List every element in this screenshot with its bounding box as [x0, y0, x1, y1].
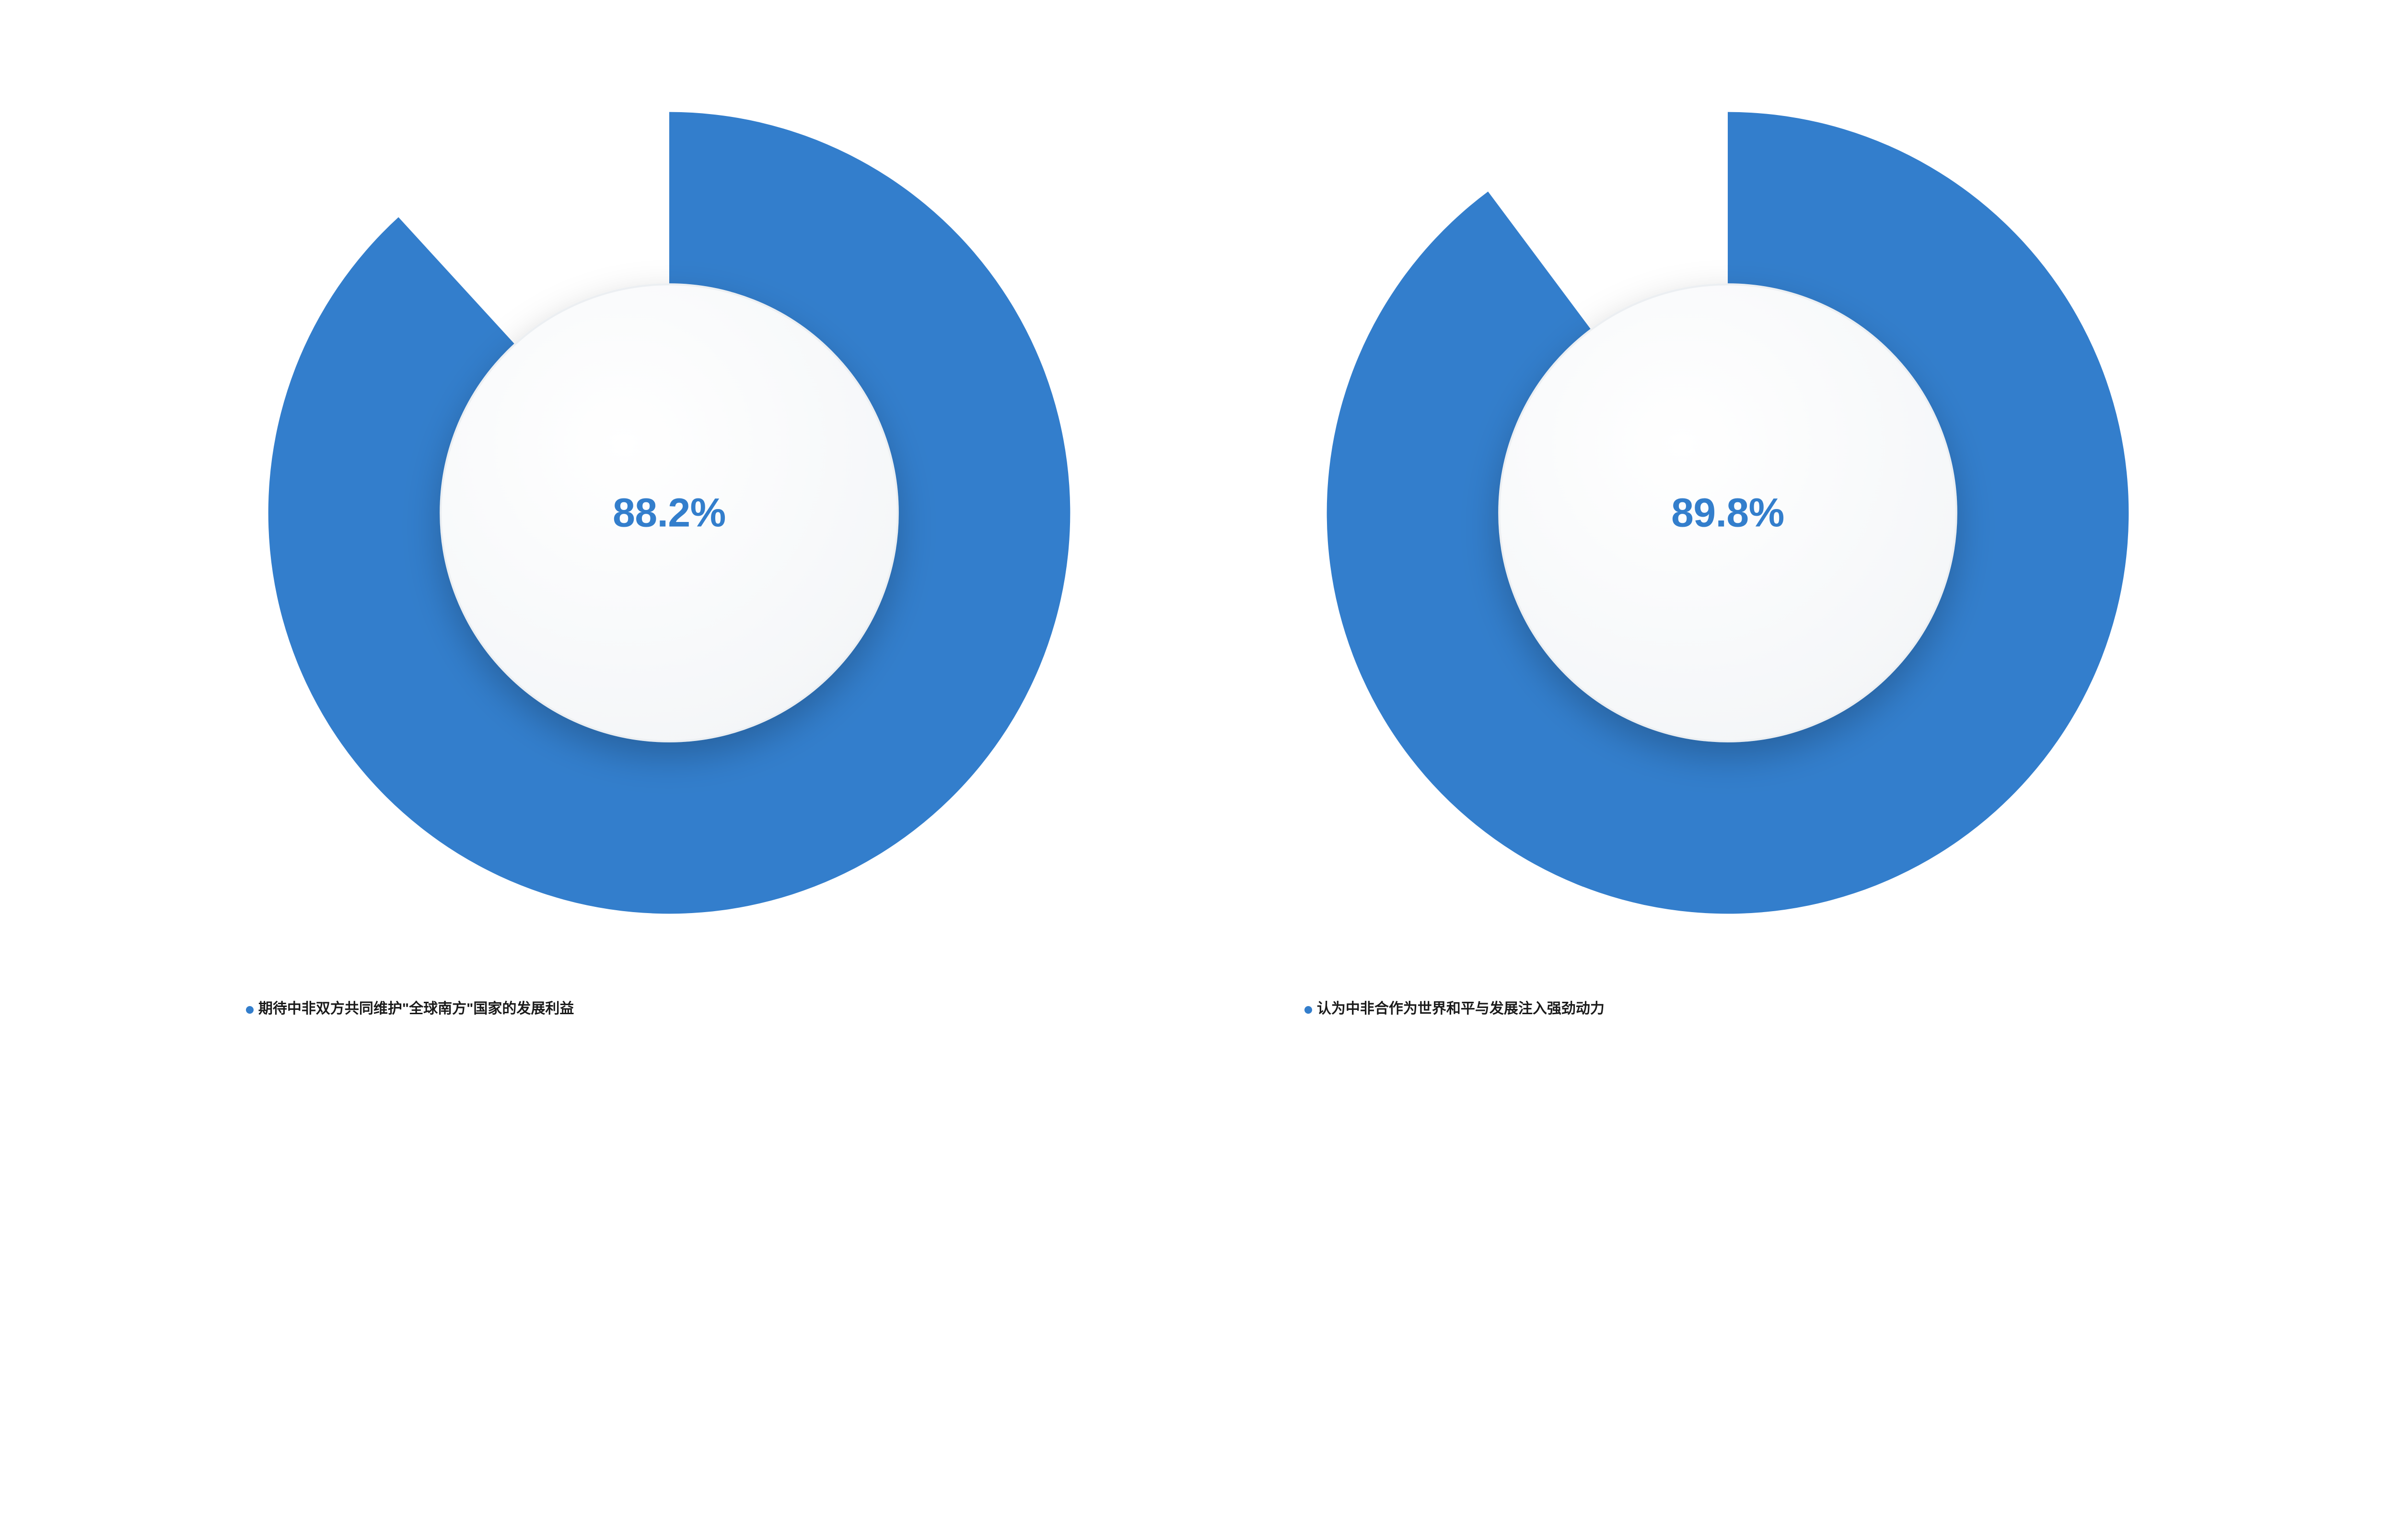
legend-text-left: 期待中非双方共同维护"全球南方"国家的发展利益 — [258, 998, 574, 1020]
legend-left: 期待中非双方共同维护"全球南方"国家的发展利益 — [228, 998, 1110, 1020]
donut-chart-left: 88.2% — [228, 72, 1110, 954]
legend-dot-icon — [1304, 1006, 1313, 1014]
donut-chart-right: 89.8% — [1287, 72, 2169, 954]
chart-panel-right: 89.8% 认为中非合作为世界和平与发展注入强劲动力 — [1287, 72, 2169, 1020]
donut-center-value-right: 89.8% — [1671, 490, 1784, 536]
legend-dot-icon — [246, 1006, 254, 1014]
legend-text-right: 认为中非合作为世界和平与发展注入强劲动力 — [1317, 998, 1605, 1020]
chart-panel-left: 88.2% 期待中非双方共同维护"全球南方"国家的发展利益 — [228, 72, 1110, 1020]
legend-right: 认为中非合作为世界和平与发展注入强劲动力 — [1287, 998, 2169, 1020]
page-root: 88.2% 期待中非双方共同维护"全球南方"国家的发展利益 89.8% 认为中非… — [0, 0, 2397, 1540]
donut-center-value-left: 88.2% — [613, 490, 726, 536]
